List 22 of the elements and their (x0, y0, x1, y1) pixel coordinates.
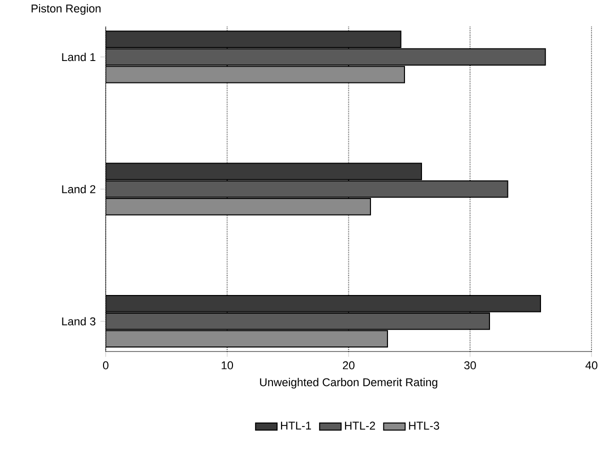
y-tick-label: Land 2 (62, 184, 96, 194)
x-tick-label: 30 (464, 361, 476, 370)
legend-label: HTL-3 (409, 422, 440, 430)
x-tick-label: 0 (103, 361, 108, 370)
y-tick-label: Land 3 (62, 316, 96, 326)
y-tick-label: Land 1 (62, 52, 96, 62)
y-axis-title: Piston Region (32, 4, 101, 15)
bar (106, 66, 405, 84)
bar (106, 330, 388, 348)
legend-label: HTL-1 (281, 422, 312, 430)
bar (106, 180, 508, 198)
legend-label: HTL-2 (345, 422, 376, 430)
bar (106, 48, 546, 66)
x-tick-label: 10 (222, 361, 234, 370)
x-axis-title: Unweighted Carbon Demerit Rating (260, 378, 438, 388)
bar (106, 312, 490, 330)
bar (106, 294, 542, 312)
x-tick-label: 20 (342, 361, 354, 370)
bar (106, 198, 371, 216)
bar (106, 162, 422, 180)
bar (106, 30, 402, 48)
x-tick-label: 40 (585, 361, 598, 370)
